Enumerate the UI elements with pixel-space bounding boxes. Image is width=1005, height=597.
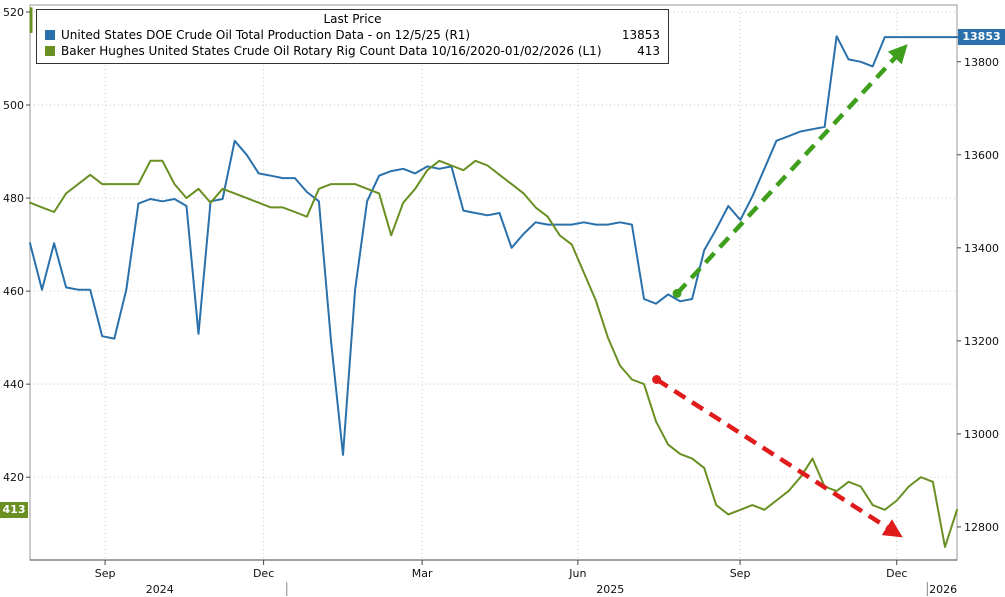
- svg-text:Jun: Jun: [568, 567, 586, 580]
- rigcount-last-price: 413: [637, 44, 660, 58]
- bullish-production-arrow: [672, 44, 908, 298]
- svg-text:2025: 2025: [596, 583, 624, 596]
- rigcount-series-swatch-icon: [45, 46, 55, 56]
- right-axis-badge: 13853: [958, 29, 1005, 46]
- svg-text:500: 500: [3, 99, 24, 112]
- rigcount-series-label: Baker Hughes United States Crude Oil Rot…: [61, 44, 602, 58]
- svg-text:420: 420: [3, 471, 24, 484]
- rigcount-line: [29, 159, 958, 548]
- svg-text:Dec: Dec: [253, 567, 274, 580]
- legend-row-rigcount: Baker Hughes United States Crude Oil Rot…: [45, 43, 660, 59]
- svg-text:520: 520: [3, 6, 24, 19]
- bearish-rigcount-arrow: [652, 374, 903, 538]
- svg-text:2026: 2026: [929, 583, 957, 596]
- gridlines: [30, 5, 957, 560]
- production-last-price: 13853: [621, 28, 660, 42]
- svg-text:Dec: Dec: [886, 567, 907, 580]
- svg-text:12800: 12800: [964, 521, 999, 534]
- left-axis-badge: 413: [0, 501, 28, 518]
- svg-text:13000: 13000: [964, 428, 999, 441]
- svg-text:440: 440: [3, 378, 24, 391]
- svg-text:13200: 13200: [964, 335, 999, 348]
- plot-border: [29, 4, 958, 561]
- legend-row-production: United States DOE Crude Oil Total Produc…: [45, 27, 660, 43]
- production-series-label: United States DOE Crude Oil Total Produc…: [61, 28, 471, 42]
- legend-title: Last Price: [323, 12, 382, 26]
- svg-text:13400: 13400: [964, 242, 999, 255]
- svg-text:Sep: Sep: [730, 567, 751, 580]
- svg-text:Sep: Sep: [95, 567, 116, 580]
- svg-text:2024: 2024: [146, 583, 174, 596]
- production-line: [29, 35, 958, 456]
- legend-box: Last Price United States DOE Crude Oil T…: [36, 9, 669, 64]
- svg-text:480: 480: [3, 192, 24, 205]
- svg-text:460: 460: [3, 285, 24, 298]
- production-series-swatch-icon: [45, 30, 55, 40]
- svg-text:Mar: Mar: [412, 567, 433, 580]
- svg-text:13600: 13600: [964, 149, 999, 162]
- axis-labels: 420 440 460 480 500 520 12800 13000 13200 13400 13…: [3, 6, 999, 596]
- svg-text:13800: 13800: [964, 56, 999, 69]
